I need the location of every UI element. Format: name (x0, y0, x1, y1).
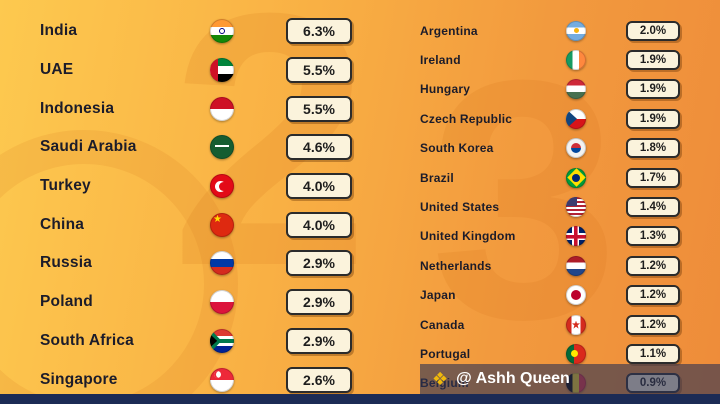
value-badge: 5.5% (286, 95, 352, 122)
netherlands-flag-icon (566, 255, 586, 276)
value-badge: 1.2% (626, 285, 680, 306)
south-korea-flag-icon (566, 138, 586, 159)
country-row: South Africa 2.9% (40, 322, 352, 361)
country-row: China 4.0% (40, 205, 352, 244)
country-name: Argentina (420, 23, 478, 38)
country-row: South Korea 1.8% (420, 134, 680, 163)
country-row: Canada 1.2% (420, 310, 680, 339)
value-badge: 1.2% (626, 255, 680, 276)
value-badge: 1.4% (626, 197, 680, 218)
japan-flag-icon (566, 285, 586, 306)
country-name: Singapore (40, 370, 118, 388)
value-badge: 1.9% (626, 108, 680, 129)
saudi-arabia-flag-icon (210, 135, 234, 160)
uae-flag-icon (210, 58, 234, 83)
country-name: United States (420, 200, 500, 215)
country-row: Argentina 2.0% (420, 16, 680, 45)
value-badge: 4.0% (286, 173, 352, 200)
country-name: Poland (40, 293, 93, 311)
country-row: Indonesia 5.5% (40, 89, 352, 128)
turkey-flag-icon (210, 174, 234, 199)
country-name: China (40, 215, 85, 233)
country-row: United States 1.4% (420, 192, 680, 221)
value-badge: 2.9% (286, 289, 352, 316)
singapore-flag-icon (210, 367, 234, 392)
india-flag-icon (210, 19, 234, 44)
country-row: Brazil 1.7% (420, 163, 680, 192)
united-kingdom-flag-icon (566, 226, 586, 247)
russia-flag-icon (210, 251, 234, 276)
value-badge: 1.3% (626, 226, 680, 247)
country-row: UAE 5.5% (40, 51, 352, 90)
value-badge: 2.9% (286, 250, 352, 277)
country-row: Singapore 2.6% (40, 360, 352, 399)
indonesia-flag-icon (210, 96, 234, 121)
country-name: Hungary (420, 82, 471, 97)
south-africa-flag-icon (210, 328, 234, 353)
country-name: South Korea (420, 141, 494, 156)
value-badge: 2.6% (286, 366, 352, 393)
china-flag-icon (210, 212, 234, 237)
country-name: South Africa (40, 331, 134, 349)
watermark-text: @ Ashh Queen (456, 370, 570, 387)
value-badge: 5.5% (286, 57, 352, 84)
country-name: Netherlands (420, 258, 492, 273)
country-name: Brazil (420, 170, 454, 185)
value-badge: 4.0% (286, 211, 352, 238)
country-name: Indonesia (40, 99, 115, 117)
country-name: United Kingdom (420, 229, 516, 244)
value-badge: 2.0% (626, 20, 680, 41)
united-states-flag-icon (566, 197, 586, 218)
country-name: Ireland (420, 53, 461, 68)
value-badge: 2.9% (286, 327, 352, 354)
country-name: India (40, 22, 78, 40)
country-row: Turkey 4.0% (40, 167, 352, 206)
country-name: Japan (420, 288, 456, 303)
value-badge: 1.7% (626, 167, 680, 188)
country-name: Portugal (420, 346, 471, 361)
country-name: Czech Republic (420, 111, 513, 126)
right-column: Argentina 2.0% Ireland 1.9% Hungary 1.9%… (420, 16, 680, 398)
binance-logo-icon: ❖ (432, 369, 449, 389)
value-badge: 1.9% (626, 79, 680, 100)
value-badge: 4.6% (286, 134, 352, 161)
czech-republic-flag-icon (566, 108, 586, 129)
country-row: Japan 1.2% (420, 281, 680, 310)
poland-flag-icon (210, 290, 234, 315)
portugal-flag-icon (566, 343, 586, 364)
argentina-flag-icon (566, 20, 586, 41)
ireland-flag-icon (566, 50, 586, 71)
country-row: Saudi Arabia 4.6% (40, 128, 352, 167)
country-name: Canada (420, 317, 465, 332)
country-row: Portugal 1.1% (420, 339, 680, 368)
value-badge: 1.2% (626, 314, 680, 335)
canada-flag-icon (566, 314, 586, 335)
hungary-flag-icon (566, 79, 586, 100)
country-row: Czech Republic 1.9% (420, 104, 680, 133)
country-name: Saudi Arabia (40, 138, 137, 156)
country-name: Russia (40, 254, 93, 272)
country-name: Turkey (40, 177, 91, 195)
country-row: Ireland 1.9% (420, 45, 680, 74)
left-column: India 6.3% UAE 5.5% Indonesia 5.5% Saudi… (40, 12, 352, 399)
watermark: ❖ @ Ashh Queen (420, 364, 720, 394)
country-row: India 6.3% (40, 12, 352, 51)
value-badge: 6.3% (286, 18, 352, 45)
country-row: Russia 2.9% (40, 244, 352, 283)
brazil-flag-icon (566, 167, 586, 188)
country-row: Poland 2.9% (40, 283, 352, 322)
country-row: Hungary 1.9% (420, 75, 680, 104)
country-row: Netherlands 1.2% (420, 251, 680, 280)
country-row: United Kingdom 1.3% (420, 222, 680, 251)
value-badge: 1.1% (626, 343, 680, 364)
bottom-bar (0, 394, 720, 404)
value-badge: 1.8% (626, 138, 680, 159)
value-badge: 1.9% (626, 50, 680, 71)
country-name: UAE (40, 61, 74, 79)
